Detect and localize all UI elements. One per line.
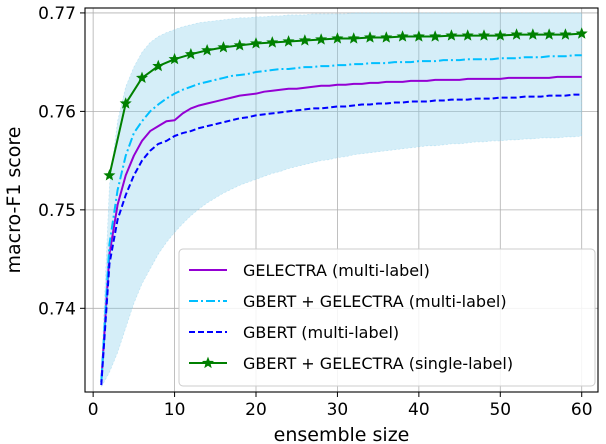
- series-point: [152, 59, 165, 72]
- axis-ticks: 0 10 20 30 40 50 60 0.74 0.75 0.76 0.77: [38, 4, 592, 420]
- legend-label: GELECTRA (multi-label): [243, 261, 430, 280]
- y-tick-label: 0.75: [38, 201, 76, 221]
- series-gbert-multi-label: [100, 93, 582, 386]
- confidence-band: [100, 12, 583, 388]
- series-point: [445, 29, 458, 41]
- y-tick-label: 0.77: [38, 4, 76, 24]
- series-point: [119, 97, 132, 109]
- x-tick-label: 20: [245, 400, 267, 420]
- x-tick-label: 50: [489, 400, 511, 420]
- x-tick-label: 30: [327, 400, 349, 420]
- legend-label: GBERT (multi-label): [243, 323, 399, 342]
- series-gelectra-multi-label: [100, 75, 582, 383]
- series-lines: [100, 27, 588, 386]
- series-point: [396, 30, 409, 42]
- x-tick-label: 0: [88, 400, 99, 420]
- legend-label: GBERT + GELECTRA (single-label): [243, 354, 513, 373]
- series-gbert-gelectra-multi-label: [100, 54, 582, 383]
- series-point: [461, 29, 474, 41]
- legend-label: GBERT + GELECTRA (multi-label): [243, 292, 507, 311]
- series-line: [100, 75, 582, 383]
- series-line: [100, 54, 582, 383]
- series-point: [135, 71, 149, 84]
- series-point: [526, 28, 539, 40]
- series-point: [168, 52, 181, 65]
- series-point: [347, 32, 360, 44]
- series-point: [249, 37, 263, 49]
- series-point: [412, 30, 425, 42]
- series-point: [559, 28, 572, 40]
- legend-marker: [201, 356, 215, 369]
- series-point: [217, 41, 230, 53]
- legend-item: GELECTRA (multi-label): [189, 261, 430, 280]
- legend-item: GBERT (multi-label): [189, 323, 399, 342]
- band-area: [100, 12, 583, 388]
- y-axis-title: macro-F1 score: [3, 127, 25, 274]
- series-point: [575, 27, 588, 39]
- series-point: [363, 31, 377, 43]
- series-point: [282, 35, 295, 47]
- x-axis-title: ensemble size: [274, 424, 410, 444]
- legend: GELECTRA (multi-label) GBERT + GELECTRA (…: [178, 248, 596, 387]
- y-tick-label: 0.74: [38, 299, 76, 319]
- series-point: [103, 169, 116, 181]
- series-point: [477, 29, 491, 41]
- series-point: [315, 33, 328, 45]
- series-point: [494, 29, 507, 41]
- series-point: [201, 44, 214, 56]
- x-tick-label: 40: [408, 400, 430, 420]
- series-point: [266, 36, 279, 48]
- legend-item: GBERT + GELECTRA (multi-label): [189, 292, 507, 311]
- legend-item: GBERT + GELECTRA (single-label): [189, 354, 513, 373]
- legend-box: [178, 248, 596, 387]
- series-point: [429, 30, 442, 42]
- y-tick-label: 0.76: [38, 102, 76, 122]
- plot-frame: [84, 7, 599, 393]
- series-point: [380, 31, 393, 43]
- series-point: [510, 28, 523, 40]
- x-tick-label: 10: [164, 400, 186, 420]
- series-gbert-gelectra-single-label: [103, 27, 588, 181]
- series-point: [184, 47, 197, 60]
- series-point: [233, 39, 246, 51]
- series-line: [100, 93, 582, 386]
- series-point: [543, 28, 556, 40]
- series-point: [331, 32, 344, 44]
- series-point: [298, 34, 311, 46]
- x-tick-label: 60: [571, 400, 593, 420]
